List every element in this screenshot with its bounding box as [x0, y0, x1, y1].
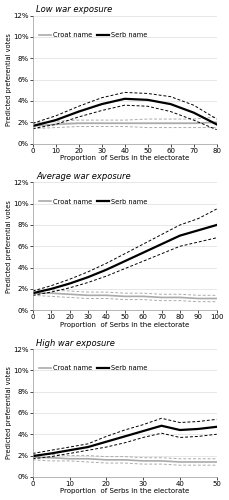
Y-axis label: Predicted preferential votes: Predicted preferential votes	[5, 366, 11, 460]
X-axis label: Proportion  of Serbs in the electorate: Proportion of Serbs in the electorate	[60, 488, 189, 494]
Text: Average war exposure: Average war exposure	[36, 172, 131, 181]
Legend: Croat name, Serb name: Croat name, Serb name	[36, 196, 150, 207]
X-axis label: Proportion  of Serbs in the electorate: Proportion of Serbs in the electorate	[60, 322, 189, 328]
X-axis label: Proportion  of Serbs in the electorate: Proportion of Serbs in the electorate	[60, 155, 189, 161]
Text: Low war exposure: Low war exposure	[36, 6, 113, 15]
Y-axis label: Predicted preferential votes: Predicted preferential votes	[5, 200, 11, 292]
Legend: Croat name, Serb name: Croat name, Serb name	[36, 30, 150, 40]
Text: High war exposure: High war exposure	[36, 338, 115, 347]
Y-axis label: Predicted preferential votes: Predicted preferential votes	[5, 33, 11, 126]
Legend: Croat name, Serb name: Croat name, Serb name	[36, 362, 150, 374]
